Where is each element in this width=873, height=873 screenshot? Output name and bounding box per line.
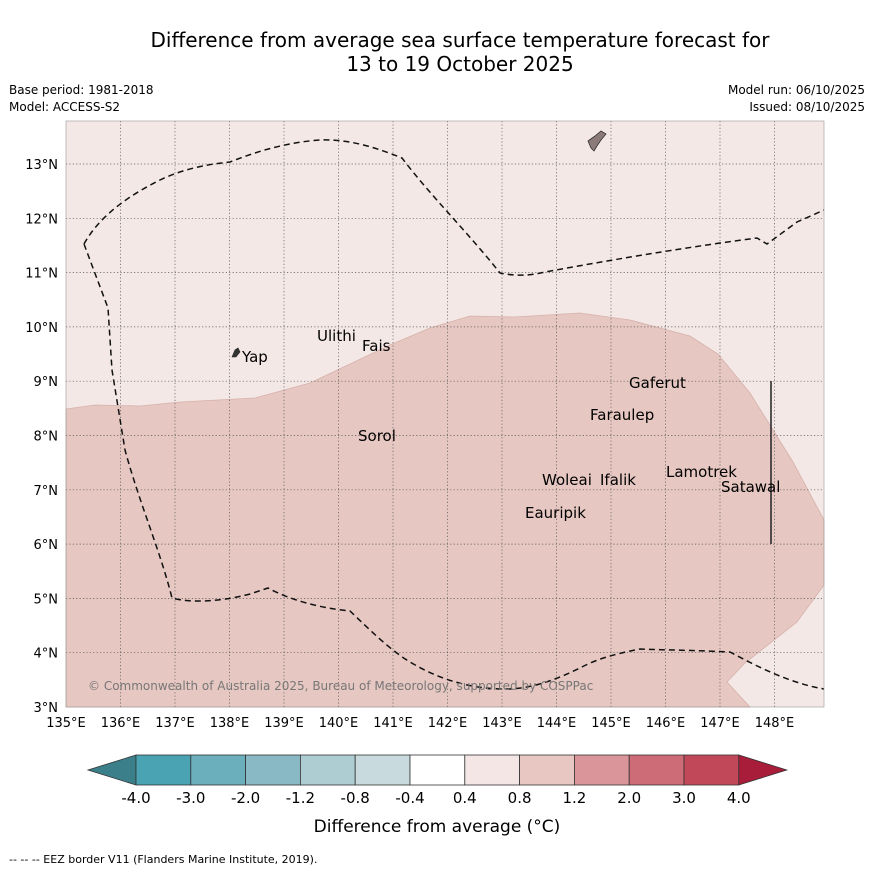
place-lamotrek: Lamotrek [666, 463, 737, 481]
longitude-tick-label: 148°E [755, 716, 795, 731]
latitude-tick-label: 7°N [34, 484, 59, 499]
longitude-tick-label: 146°E [646, 716, 686, 731]
colorbar-tick-label: -0.4 [395, 789, 424, 807]
colorbar-labels: -4.0 -3.0 -2.0 -1.2 -0.8 -0.4 0.4 0.8 1.2 2.0 3.0 4… [121, 789, 750, 807]
guam-island [587, 130, 607, 152]
place-woleai: Woleai [542, 471, 592, 489]
colorbar-tick-label: 0.8 [508, 789, 532, 807]
model-name: Model: ACCESS-S2 [9, 100, 121, 114]
longitude-tick-label: 145°E [591, 716, 631, 731]
colorbar-segment [519, 754, 575, 786]
latitude-tick-label: 3°N [34, 701, 59, 716]
place-satawal: Satawal [721, 478, 780, 496]
longitude-tick-label: 147°E [700, 716, 740, 731]
place-faraulep: Faraulep [590, 406, 654, 424]
longitude-tick-label: 139°E [264, 716, 304, 731]
yap-island [231, 347, 241, 358]
colorbar-segment [409, 754, 466, 786]
longitude-tick-label: 141°E [373, 716, 413, 731]
anomaly-region [65, 312, 825, 708]
meta-right: Model run: 06/10/2025 Issued: 08/10/2025 [728, 82, 865, 116]
latitude-labels: 3°N 4°N 5°N 6°N 7°N 8°N 9°N 10°N 11°N 12°N 13°N [25, 158, 58, 716]
longitude-tick-label: 138°E [210, 716, 250, 731]
place-gaferut: Gaferut [629, 374, 686, 392]
colorbar-title: Difference from average (°C) [314, 817, 561, 837]
colorbar-segment [464, 754, 520, 786]
title-line-1: Difference from average sea surface temp… [150, 28, 770, 52]
eez-legend-footer: -- -- -- EEZ border V11 (Flanders Marine… [9, 853, 318, 866]
colorbar-tick-label: 0.4 [453, 789, 477, 807]
colorbar-segment [574, 754, 630, 786]
place-fais: Fais [362, 337, 391, 355]
map-title: Difference from average sea surface temp… [50, 28, 870, 76]
colorbar-segment [628, 754, 685, 786]
eez-border [83, 139, 825, 690]
colorbar-tick-label: 2.0 [617, 789, 641, 807]
latitude-tick-label: 11°N [25, 267, 58, 282]
longitude-tick-label: 136°E [101, 716, 141, 731]
latitude-tick-label: 12°N [25, 212, 58, 227]
colorbar-tick-label: 4.0 [727, 789, 751, 807]
longitude-tick-label: 143°E [482, 716, 522, 731]
latitude-tick-label: 6°N [34, 538, 59, 553]
latitude-tick-label: 5°N [34, 592, 59, 607]
meta-left: Base period: 1981-2018 Model: ACCESS-S2 [9, 82, 154, 116]
colorbar-segment [135, 754, 192, 786]
latitude-tick-label: 9°N [34, 375, 59, 390]
colorbar-tick-label: -1.2 [286, 789, 315, 807]
colorbar-tick-label: -4.0 [121, 789, 150, 807]
colorbar-tick-label: -0.8 [341, 789, 370, 807]
issued-date: Issued: 08/10/2025 [749, 100, 865, 114]
colorbar-high-arrow [738, 754, 789, 786]
place-ifalik: Ifalik [600, 471, 636, 489]
longitude-tick-label: 137°E [155, 716, 195, 731]
colorbar-tick-label: 3.0 [672, 789, 696, 807]
colorbar-tick-label: 1.2 [562, 789, 586, 807]
longitude-labels: 135°E 136°E 137°E 138°E 139°E 140°E 141°E 142°E… [46, 716, 794, 731]
longitude-tick-label: 144°E [537, 716, 577, 731]
title-line-2: 13 to 19 October 2025 [346, 52, 574, 76]
place-sorol: Sorol [358, 427, 396, 445]
place-labels: Yap Ulithi Fais Sorol Gaferut Faraulep W… [241, 327, 780, 522]
latitude-tick-label: 8°N [34, 430, 59, 445]
colorbar-low-arrow [86, 754, 137, 786]
graticule [66, 121, 824, 707]
latitude-tick-label: 13°N [25, 158, 58, 173]
longitude-tick-label: 135°E [46, 716, 86, 731]
map-frame [65, 120, 825, 708]
place-eauripik: Eauripik [525, 504, 586, 522]
colorbar-segment [190, 754, 247, 786]
latitude-tick-label: 10°N [25, 321, 58, 336]
longitude-tick-label: 142°E [428, 716, 468, 731]
colorbar-tick-label: -3.0 [176, 789, 205, 807]
colorbar-segment [299, 754, 356, 786]
longitude-tick-label: 140°E [319, 716, 359, 731]
model-run: Model run: 06/10/2025 [727, 83, 865, 97]
latitude-tick-label: 4°N [34, 647, 59, 662]
colorbar-segment [354, 754, 411, 786]
colorbar-segment [683, 754, 740, 786]
colorbar [86, 754, 789, 786]
colorbar-segment [245, 754, 301, 786]
colorbar-tick-label: -2.0 [231, 789, 260, 807]
place-yap: Yap [241, 348, 268, 366]
place-ulithi: Ulithi [317, 327, 356, 345]
copyright-note: © Commonwealth of Australia 2025, Bureau… [88, 679, 593, 693]
base-period: Base period: 1981-2018 [9, 83, 154, 97]
